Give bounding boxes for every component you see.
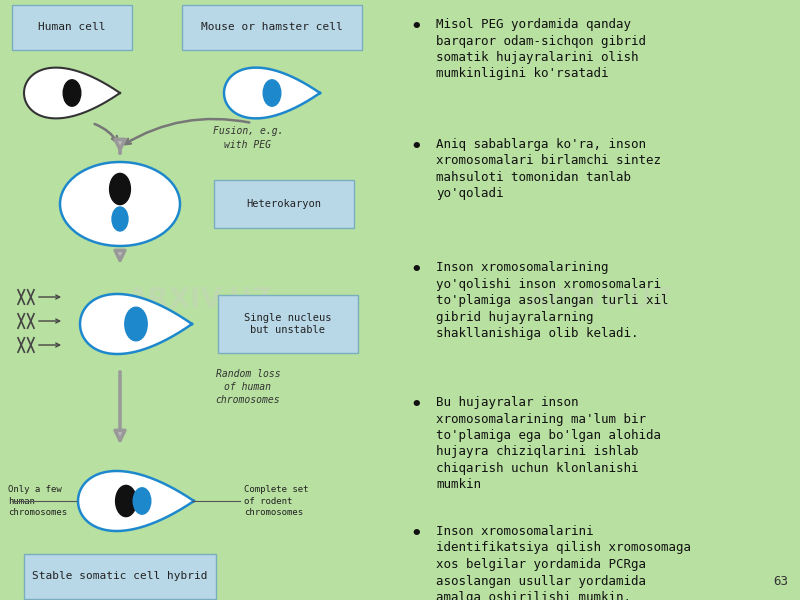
Text: Aniq sabablarga ko'ra, inson
xromosomalari birlamchi sintez
mahsuloti tomonidan : Aniq sabablarga ko'ra, inson xromosomala… [436, 138, 661, 200]
Polygon shape [78, 471, 194, 531]
Circle shape [63, 80, 81, 106]
Text: Stable somatic cell hybrid: Stable somatic cell hybrid [32, 571, 208, 581]
Circle shape [133, 488, 151, 514]
Text: •: • [410, 138, 422, 156]
Text: •: • [410, 18, 422, 36]
Text: Single nucleus
but unstable: Single nucleus but unstable [244, 313, 332, 335]
Circle shape [112, 207, 128, 231]
Text: Heterokaryon: Heterokaryon [246, 199, 322, 209]
Polygon shape [24, 68, 120, 118]
Text: 63: 63 [773, 575, 788, 588]
Circle shape [115, 485, 136, 517]
Polygon shape [224, 68, 320, 118]
Circle shape [110, 173, 130, 205]
FancyBboxPatch shape [214, 180, 354, 228]
Text: Inson xromosomalarining
yo'qolishi inson xromosomalari
to'plamiga asoslangan tur: Inson xromosomalarining yo'qolishi inson… [436, 261, 669, 340]
Text: Inson xromosomalarini
identifikatsiya qilish xromosomaga
xos belgilar yordamida : Inson xromosomalarini identifikatsiya qi… [436, 525, 691, 600]
Text: •: • [410, 525, 422, 543]
Text: •: • [410, 261, 422, 279]
FancyBboxPatch shape [24, 553, 216, 599]
Text: Mouse or hamster cell: Mouse or hamster cell [201, 22, 343, 32]
Ellipse shape [60, 162, 180, 246]
Text: ARXIV.UZ: ARXIV.UZ [527, 286, 673, 314]
Text: Complete set
of rodent
chromosomes: Complete set of rodent chromosomes [244, 485, 309, 517]
Text: Bu hujayralar inson
xromosomalarining ma'lum bir
to'plamiga ega bo'lgan alohida
: Bu hujayralar inson xromosomalarining ma… [436, 396, 661, 491]
FancyBboxPatch shape [182, 4, 362, 49]
Text: ARXIV.UZ: ARXIV.UZ [127, 286, 273, 314]
Text: Random loss
of human
chromosomes: Random loss of human chromosomes [216, 369, 280, 405]
Circle shape [263, 80, 281, 106]
FancyBboxPatch shape [218, 295, 358, 352]
Text: Only a few
human
chromosomes: Only a few human chromosomes [8, 485, 67, 517]
Text: Fusion, e.g.
with PEG: Fusion, e.g. with PEG [213, 127, 283, 149]
FancyBboxPatch shape [12, 4, 132, 49]
Text: Human cell: Human cell [38, 22, 106, 32]
Text: •: • [410, 396, 422, 414]
Polygon shape [80, 294, 192, 354]
Circle shape [125, 307, 147, 341]
Text: Misol PEG yordamida qanday
barqaror odam-sichqon gibrid
somatik hujayralarini ol: Misol PEG yordamida qanday barqaror odam… [436, 18, 646, 80]
